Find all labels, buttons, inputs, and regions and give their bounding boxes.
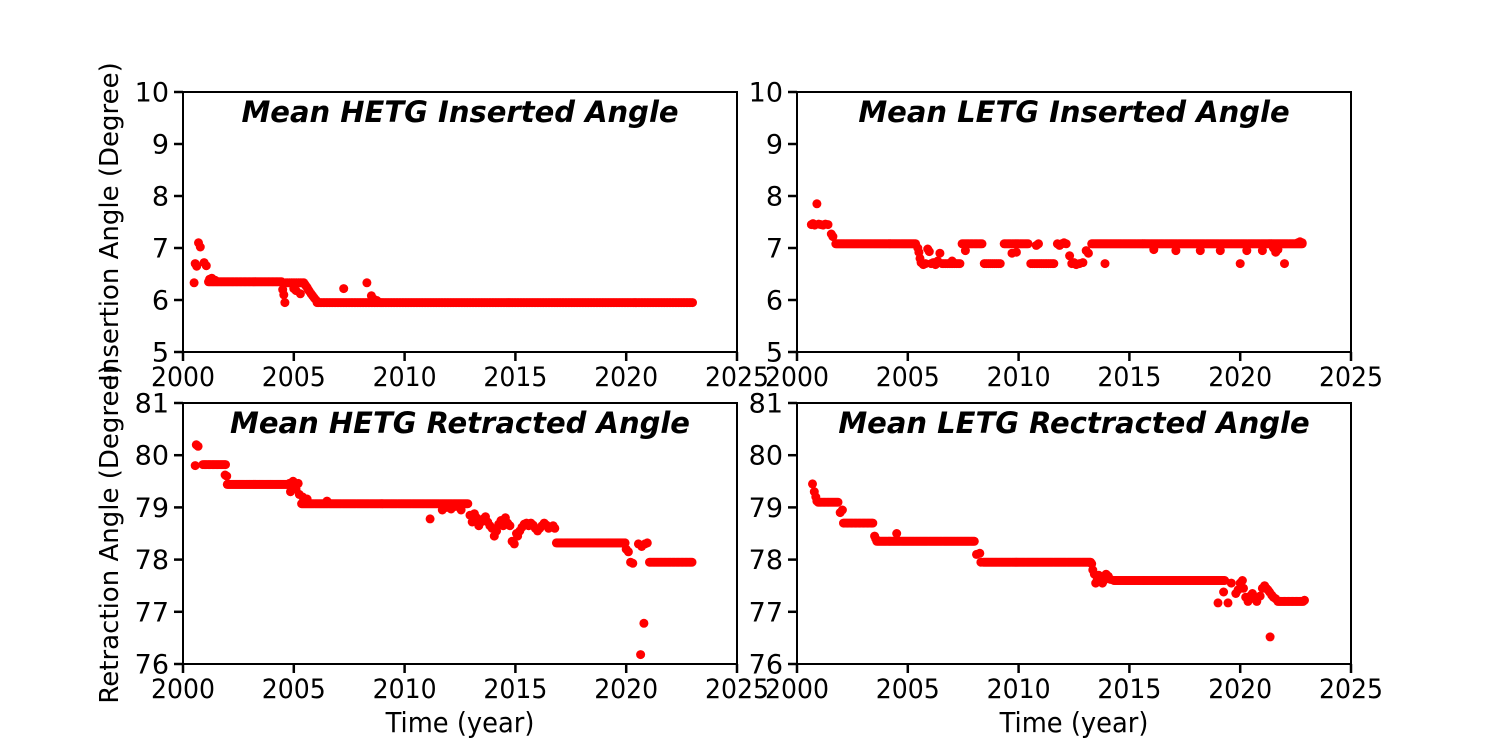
y-tick-label: 6: [766, 286, 783, 317]
y-tick-label: 5: [152, 338, 169, 369]
subplot-hetg-retracted: 2000 2005 2010 2015 2020 2025 76 77 78 79 80 81: [135, 389, 769, 706]
y-axis-label-retraction: Retraction Angle (Degree): [95, 364, 125, 704]
y-axis-label-insertion: Insertion Angle (Degree): [95, 62, 125, 382]
axes-frame: [182, 91, 738, 353]
x-tick-label: 2015: [1097, 362, 1161, 393]
chart-title-hetg-retracted: Mean HETG Retracted Angle: [230, 406, 690, 440]
x-axis-label-time-right: Time (year): [999, 706, 1149, 739]
x-tick-label: 2000: [151, 362, 215, 393]
x-tick-label: 2010: [987, 362, 1051, 393]
y-tick-label: 9: [766, 130, 783, 161]
x-tick-label: 2025: [705, 674, 769, 705]
scatter-points: [806, 199, 1307, 270]
y-tick-label: 8: [766, 182, 783, 213]
x-tick-label: 2015: [483, 362, 547, 393]
y-tick-label: 80: [749, 441, 783, 472]
y-tick-label: 78: [135, 545, 169, 576]
x-tick-label: 2025: [1319, 362, 1383, 393]
chart-title-letg-inserted: Mean LETG Inserted Angle: [858, 95, 1290, 129]
axes-frame: [796, 402, 1352, 665]
x-tick-label: 2005: [262, 674, 326, 705]
y-tick-label: 10: [749, 78, 783, 109]
y-tick-label: 78: [749, 545, 783, 576]
y-tick-label: 76: [749, 650, 783, 681]
x-tick-label: 2010: [373, 362, 437, 393]
y-tick-label: 8: [152, 182, 169, 213]
x-tick-label: 2005: [262, 362, 326, 393]
x-tick-label: 2015: [483, 674, 547, 705]
x-tick-label: 2015: [1097, 674, 1161, 705]
tick-marks-and-labels: 2000 2005 2010 2015 2020 2025 5 6 7 8 9 10: [135, 78, 769, 394]
y-tick-label: 6: [152, 286, 169, 317]
x-tick-label: 2000: [151, 674, 215, 705]
x-tick-label: 2010: [987, 674, 1051, 705]
chart-title-letg-retracted: Mean LETG Rectracted Angle: [838, 406, 1310, 440]
x-tick-label: 2025: [705, 362, 769, 393]
tick-marks-and-labels: 2000 2005 2010 2015 2020 2025 76 77 78 79 80 81: [135, 389, 769, 706]
y-tick-label: 79: [135, 493, 169, 524]
y-tick-label: 77: [749, 597, 783, 628]
y-tick-label: 5: [766, 338, 783, 369]
x-tick-label: 2000: [765, 674, 829, 705]
x-axis-label-time-left: Time (year): [385, 706, 535, 739]
y-tick-label: 77: [135, 597, 169, 628]
y-tick-label: 79: [749, 493, 783, 524]
x-tick-label: 2025: [1319, 674, 1383, 705]
y-tick-label: 80: [135, 441, 169, 472]
y-tick-label: 10: [135, 78, 169, 109]
subplot-letg-retracted: 2000 2005 2010 2015 2020 2025 76 77 78 79 80 81: [749, 389, 1383, 706]
scatter-points: [189, 238, 697, 308]
y-tick-label: 7: [766, 234, 783, 265]
y-tick-label: 81: [135, 389, 169, 420]
y-tick-label: 7: [152, 234, 169, 265]
y-tick-label: 81: [749, 389, 783, 420]
x-tick-label: 2000: [765, 362, 829, 393]
tick-marks-and-labels: 2000 2005 2010 2015 2020 2025 76 77 78 79 80 81: [749, 389, 1383, 706]
y-tick-label: 9: [152, 130, 169, 161]
scatter-points: [190, 440, 697, 660]
x-tick-label: 2005: [876, 362, 940, 393]
subplot-hetg-inserted: 2000 2005 2010 2015 2020 2025 5 6 7 8 9 10: [135, 78, 769, 394]
x-tick-label: 2020: [594, 362, 658, 393]
axes-frame: [796, 91, 1352, 353]
chart-title-hetg-inserted: Mean HETG Inserted Angle: [241, 95, 679, 129]
subplot-letg-inserted: 2000 2005 2010 2015 2020 2025 5 6 7 8 9 10: [749, 78, 1383, 394]
x-tick-label: 2010: [373, 674, 437, 705]
scatter-points: [808, 479, 1309, 642]
x-tick-label: 2020: [1208, 674, 1272, 705]
x-tick-label: 2020: [594, 674, 658, 705]
axes-frame: [182, 402, 738, 665]
x-tick-label: 2005: [876, 674, 940, 705]
tick-marks-and-labels: 2000 2005 2010 2015 2020 2025 5 6 7 8 9 10: [749, 78, 1383, 394]
y-tick-label: 76: [135, 650, 169, 681]
x-tick-label: 2020: [1208, 362, 1272, 393]
